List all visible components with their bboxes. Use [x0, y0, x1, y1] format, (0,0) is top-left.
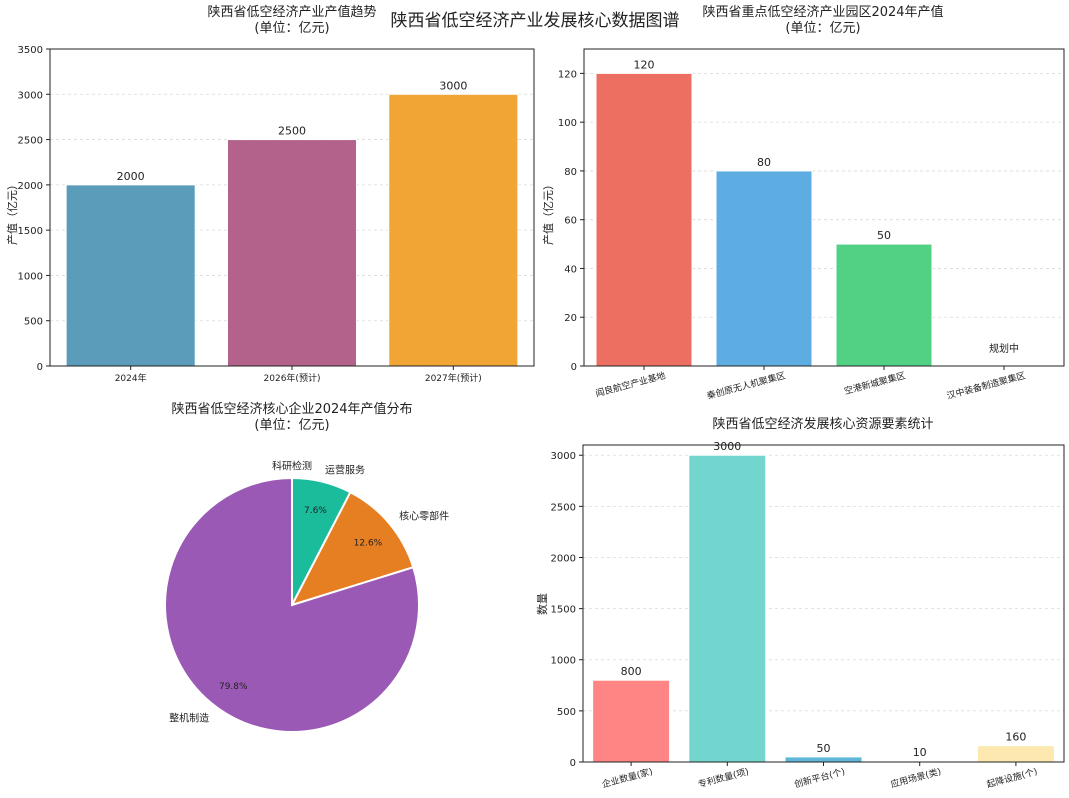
- c-parks-y-tick-label: 0: [571, 362, 577, 373]
- c-res-x-tick-label: 创新平台(个): [793, 765, 846, 790]
- c-parks-bar: [715, 170, 813, 367]
- pie-slice-label: 科研检测: [272, 459, 312, 472]
- trend-y-axis-label: 产值（亿元）: [5, 179, 19, 245]
- c-parks-x-tick-label: 汉中装备制造聚集区: [945, 369, 1026, 402]
- c-res-y-tick-label: 3000: [551, 451, 576, 462]
- c-trend-bar-data-label: 2500: [278, 125, 306, 138]
- resources-y-axis-label: 数量: [536, 593, 549, 615]
- c-trend-y-tick-label: 1000: [18, 271, 43, 282]
- c-res-bar-data-label: 160: [1005, 731, 1026, 744]
- resources-chart: 陕西省低空经济发展核心资源要素统计 数量 0 500 1000 1500 2000 250…: [536, 416, 1065, 790]
- c-trend-x-tick-label: 2024年: [115, 372, 147, 384]
- c-res-bar: [688, 454, 767, 763]
- c-res-x-tick-label: 起降设施(个): [985, 765, 1038, 790]
- c-trend-y-tick-label: 1500: [18, 226, 43, 237]
- trend-chart-title: 陕西省低空经济产业产值趋势: [207, 4, 376, 20]
- parks-y-axis-label: 产值（亿元）: [541, 179, 555, 245]
- c-parks-y-tick-label: 120: [558, 69, 577, 80]
- c-res-y-tick-label: 1500: [551, 605, 576, 616]
- c-parks-bar-data-label: 80: [757, 156, 771, 169]
- c-parks-y-tick-label: 100: [558, 118, 577, 129]
- c-trend-bar: [65, 184, 196, 367]
- c-parks-bar: [835, 243, 933, 367]
- pie-slice-label: 运营服务: [325, 463, 365, 476]
- pie-slice-percent: 7.6%: [304, 506, 327, 516]
- c-parks-bar-data-label: 50: [877, 229, 891, 242]
- c-res-bar-data-label: 3000: [713, 440, 741, 453]
- c-res-x-tick-label: 企业数量(家): [601, 765, 654, 790]
- parks-planning-note: 规划中: [989, 342, 1019, 355]
- c-parks-bar: [595, 72, 693, 367]
- c-trend-bar: [388, 93, 519, 367]
- main-title: 陕西省低空经济产业发展核心数据图谱: [391, 11, 680, 31]
- c-trend-y-tick-label: 0: [37, 362, 43, 373]
- pie-slice: [164, 476, 420, 733]
- c-res-bar: [784, 756, 863, 763]
- trend-chart-subtitle: (单位：亿元): [254, 21, 329, 36]
- c-trend-y-tick-label: 2000: [18, 181, 43, 192]
- pie-slice-percent: 79.8%: [219, 682, 248, 692]
- c-res-x-tick-label: 专利数量(项): [697, 765, 750, 790]
- c-trend-x-tick-label: 2026年(预计): [264, 372, 321, 384]
- enterprise-pie-chart: 陕西省低空经济核心企业2024年产值分布 (单位：亿元) 科研检测0.0%运营服…: [164, 401, 449, 733]
- c-parks-y-tick-label: 40: [564, 264, 577, 275]
- c-res-bar-data-label: 50: [817, 742, 831, 755]
- pie-slice-percent: 12.6%: [354, 538, 383, 548]
- c-res-y-tick-label: 0: [570, 758, 576, 769]
- parks-chart-subtitle: (单位：亿元): [785, 21, 860, 36]
- c-parks-x-tick-label: 阎良航空产业基地: [594, 369, 667, 399]
- c-parks-y-tick-label: 60: [564, 216, 577, 227]
- c-res-x-tick-label: 应用场景(类): [889, 765, 942, 790]
- c-trend-y-tick-label: 500: [24, 317, 43, 328]
- pie-slice: [290, 490, 415, 607]
- c-trend-bar: [226, 139, 358, 367]
- c-parks-plot-frame: [583, 48, 1065, 367]
- parks-chart: 陕西省重点低空经济产业园区2024年产值 (单位：亿元) 产值（亿元） 0 20 4…: [541, 4, 1065, 402]
- c-res-bar-data-label: 10: [913, 746, 927, 759]
- pie-chart-subtitle: (单位：亿元): [254, 418, 329, 433]
- c-res-y-tick-label: 2500: [551, 502, 576, 513]
- c-trend-plot-frame: [49, 48, 535, 367]
- c-trend-x-tick-label: 2027年(预计): [425, 372, 482, 384]
- pie-slice-label: 核心零部件: [399, 509, 449, 522]
- c-trend-bar-data-label: 2000: [117, 170, 145, 183]
- c-res-plot-frame: [582, 444, 1065, 763]
- c-trend-y-tick-label: 2500: [18, 136, 43, 147]
- c-parks-y-tick-label: 80: [564, 167, 577, 178]
- trend-chart: 陕西省低空经济产业产值趋势 (单位：亿元) 产值（亿元） 0 500 1000 150…: [5, 4, 535, 384]
- c-parks-x-tick-label: 秦创原无人机聚集区: [705, 369, 786, 402]
- c-res-bar: [976, 745, 1055, 763]
- pie-chart-title: 陕西省低空经济核心企业2024年产值分布: [171, 401, 412, 417]
- c-parks-bar-data-label: 120: [634, 58, 655, 71]
- c-res-y-tick-label: 2000: [551, 553, 576, 564]
- c-parks-y-tick-label: 20: [564, 313, 577, 324]
- pie-slice-label: 整机制造: [169, 712, 209, 725]
- c-trend-y-tick-label: 3000: [18, 90, 43, 101]
- c-res-bar: [592, 679, 671, 763]
- parks-chart-title: 陕西省重点低空经济产业园区2024年产值: [702, 4, 943, 20]
- c-trend-y-tick-label: 3500: [18, 45, 43, 56]
- c-res-y-tick-label: 500: [557, 707, 576, 718]
- c-trend-bar-data-label: 3000: [439, 79, 467, 92]
- c-parks-x-tick-label: 空港新城聚集区: [843, 369, 907, 397]
- resources-chart-title: 陕西省低空经济发展核心资源要素统计: [712, 416, 933, 432]
- c-res-y-tick-label: 1000: [551, 656, 576, 667]
- c-res-bar-data-label: 800: [621, 665, 642, 678]
